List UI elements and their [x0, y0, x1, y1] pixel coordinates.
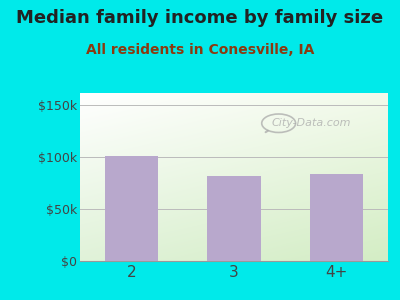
- Text: City-Data.com: City-Data.com: [271, 118, 351, 128]
- Text: Median family income by family size: Median family income by family size: [16, 9, 384, 27]
- Bar: [105, 156, 158, 261]
- Bar: [310, 174, 363, 261]
- Bar: [207, 176, 261, 261]
- Text: All residents in Conesville, IA: All residents in Conesville, IA: [86, 44, 314, 58]
